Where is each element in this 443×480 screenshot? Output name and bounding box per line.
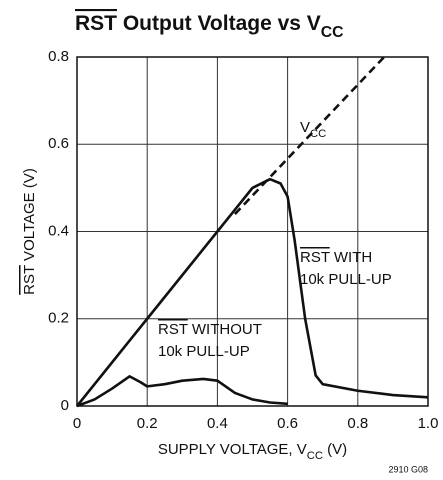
annotation: 10k PULL-UP [300, 271, 392, 288]
x-axis-label: SUPPLY VOLTAGE, VCC (V) [158, 441, 347, 462]
y-axis-label: RST VOLTAGE (V) [21, 168, 38, 295]
annotation-part: RST [158, 321, 188, 338]
y-axis-label-part: RST [21, 265, 38, 295]
x-tick-label: 1.0 [418, 415, 439, 432]
series-line [234, 56, 386, 215]
y-axis-label-part: VOLTAGE (V) [21, 168, 38, 265]
x-tick-label: 0 [73, 415, 81, 432]
x-tick-label: 0.4 [207, 415, 228, 432]
x-axis-label-part: SUPPLY VOLTAGE, V [158, 441, 307, 458]
series-line [76, 375, 288, 408]
annotation-part: RST [300, 249, 330, 266]
x-axis-label-part: (V) [323, 441, 347, 458]
annotation-part: WITHOUT [188, 321, 262, 338]
y-tick-label: 0.2 [48, 310, 69, 327]
annotation-part: WITH [330, 249, 373, 266]
annotation: RST WITHOUT [158, 321, 262, 338]
series-line [75, 177, 429, 407]
annotation-part: CC [310, 128, 326, 140]
x-tick-label: 0.2 [137, 415, 158, 432]
annotation: 10k PULL-UP [158, 343, 250, 360]
annotation-part: V [300, 119, 310, 136]
chart-title-part: Output Voltage vs V [117, 12, 321, 35]
footnote: 2910 G08 [388, 464, 428, 474]
chart-title: RST Output Voltage vs VCC [75, 12, 344, 41]
chart-title-part: RST [75, 12, 117, 35]
annotation: RST WITH [300, 249, 372, 266]
plot-frame [76, 56, 429, 407]
x-axis-label-part: CC [307, 450, 323, 462]
y-tick-label: 0 [61, 397, 69, 414]
y-tick-label: 0.8 [48, 48, 69, 65]
annotation: VCC [300, 119, 326, 140]
annotation-part: 10k PULL-UP [300, 271, 392, 288]
annotation-part: 10k PULL-UP [158, 343, 250, 360]
y-tick-label: 0.4 [48, 222, 69, 239]
y-tick-label: 0.6 [48, 135, 69, 152]
x-tick-label: 0.8 [347, 415, 368, 432]
chart-title-part: CC [321, 24, 344, 41]
x-tick-label: 0.6 [277, 415, 298, 432]
